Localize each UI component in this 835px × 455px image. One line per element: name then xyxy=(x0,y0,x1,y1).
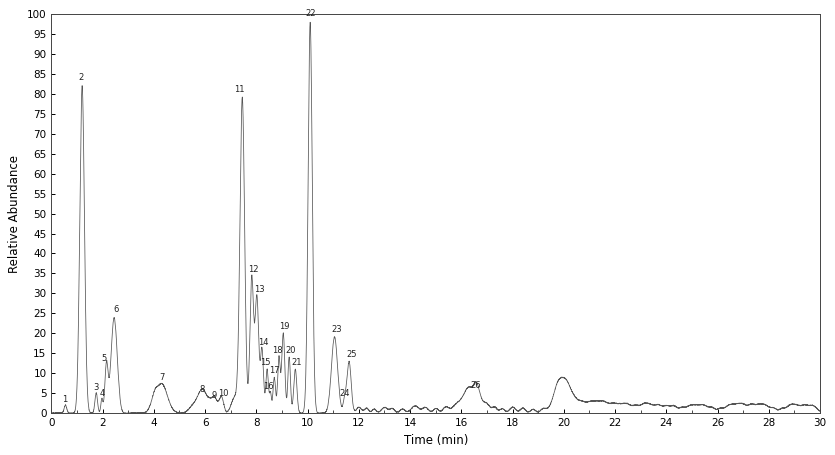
Text: 26: 26 xyxy=(470,381,481,389)
Text: 22: 22 xyxy=(305,9,316,18)
Text: 10: 10 xyxy=(218,389,228,398)
Text: 1: 1 xyxy=(63,395,68,404)
Text: 14: 14 xyxy=(258,339,269,347)
Text: 12: 12 xyxy=(249,265,259,274)
Text: 4: 4 xyxy=(99,389,105,398)
Text: 8: 8 xyxy=(200,384,205,394)
Text: 11: 11 xyxy=(235,85,245,94)
Text: 15: 15 xyxy=(261,359,271,367)
Text: 17: 17 xyxy=(269,366,280,375)
Text: 20: 20 xyxy=(285,346,296,355)
Text: 6: 6 xyxy=(114,305,119,314)
Text: 13: 13 xyxy=(254,285,264,294)
Text: 7: 7 xyxy=(159,373,164,382)
Text: 23: 23 xyxy=(331,325,342,334)
Text: 2: 2 xyxy=(78,73,84,82)
Text: 25: 25 xyxy=(346,350,357,359)
Text: 5: 5 xyxy=(101,354,107,364)
Y-axis label: Relative Abundance: Relative Abundance xyxy=(8,155,22,273)
X-axis label: Time (min): Time (min) xyxy=(403,434,468,447)
Text: 21: 21 xyxy=(291,359,301,367)
Text: 24: 24 xyxy=(340,389,350,398)
Text: 19: 19 xyxy=(280,323,290,331)
Text: 18: 18 xyxy=(272,346,283,355)
Text: 3: 3 xyxy=(94,383,99,392)
Text: 9: 9 xyxy=(211,391,217,400)
Text: 16: 16 xyxy=(263,382,274,391)
